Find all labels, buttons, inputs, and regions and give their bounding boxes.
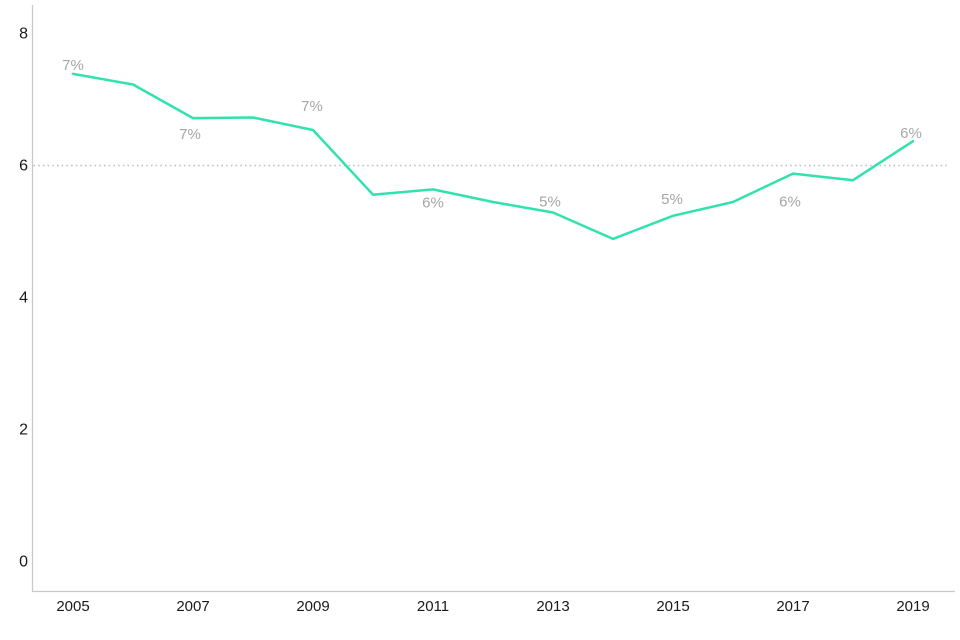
x-axis-tick-label: 2013 bbox=[536, 598, 569, 615]
x-axis-tick-label: 2015 bbox=[656, 598, 689, 615]
x-axis-tick-label: 2005 bbox=[56, 598, 89, 615]
x-axis-tick-label: 2019 bbox=[896, 598, 929, 615]
point-label: 6% bbox=[900, 125, 922, 142]
x-axis-tick-label: 2011 bbox=[417, 598, 449, 615]
x-axis-tick-label: 2017 bbox=[776, 598, 809, 615]
x-axis-tick-label: 2009 bbox=[296, 598, 329, 615]
y-axis-tick-label: 4 bbox=[19, 290, 28, 307]
y-axis-tick-label: 2 bbox=[19, 422, 28, 439]
point-label: 6% bbox=[422, 194, 444, 211]
trend-line bbox=[71, 72, 915, 241]
point-label: 5% bbox=[539, 194, 561, 211]
point-label: 7% bbox=[179, 126, 201, 143]
point-label: 5% bbox=[661, 191, 683, 208]
y-axis-tick-label: 6 bbox=[19, 158, 28, 175]
x-axis-tick-label: 2007 bbox=[176, 598, 209, 615]
y-axis-tick-label: 0 bbox=[19, 554, 28, 571]
y-axis-tick-label: 8 bbox=[19, 26, 28, 43]
point-label: 6% bbox=[779, 194, 801, 211]
point-label: 7% bbox=[301, 98, 323, 115]
point-label: 7% bbox=[62, 57, 84, 74]
